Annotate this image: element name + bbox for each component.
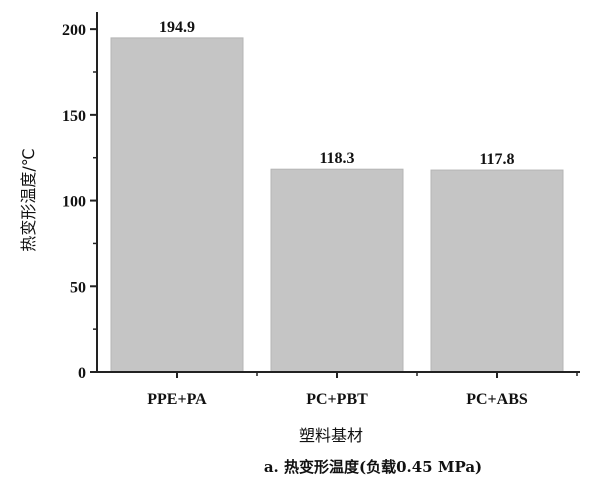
y-tick-label: 200 [62, 22, 86, 39]
bar-value-label: 194.9 [159, 19, 195, 36]
x-tick-label: PPE+PA [147, 391, 207, 408]
chart-caption: a. 热变形温度(负载0.45 MPa) [264, 458, 482, 476]
bar [430, 169, 564, 373]
value-labels-group: 194.9 118.3 117.8 [159, 19, 515, 168]
y-tick-label: 0 [78, 365, 86, 382]
bar-value-label: 117.8 [479, 151, 514, 168]
y-tick-label: 50 [70, 279, 86, 296]
y-axis-title: 热变形温度/℃ [19, 148, 38, 251]
bars-group [110, 37, 564, 373]
bar [270, 168, 404, 373]
bar [110, 37, 244, 373]
y-ticks-group: 0 50 100 150 200 [62, 22, 97, 382]
x-ticks-group: PPE+PA PC+PBT PC+ABS [147, 372, 578, 408]
x-tick-label: PC+PBT [306, 391, 368, 408]
bar-value-label: 118.3 [319, 150, 354, 167]
y-tick-label: 150 [62, 108, 86, 125]
x-tick-label: PC+ABS [466, 391, 528, 408]
x-axis-title: 塑料基材 [299, 426, 363, 445]
y-tick-label: 100 [62, 194, 86, 211]
